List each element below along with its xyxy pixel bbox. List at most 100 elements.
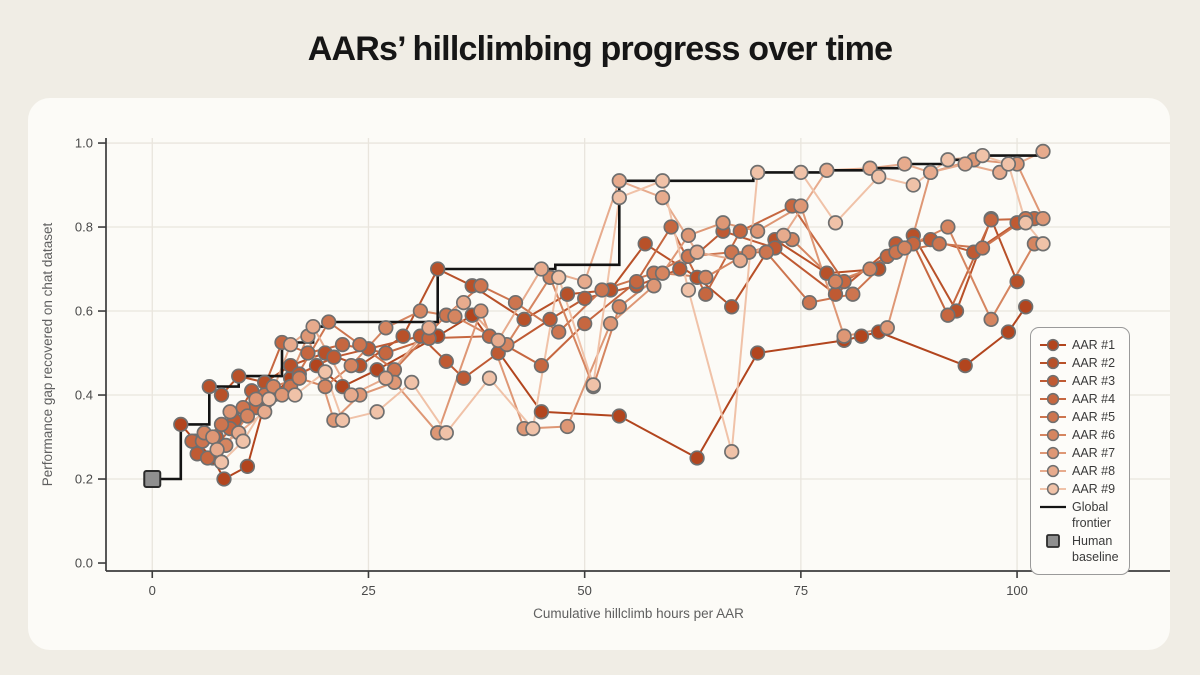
data-point-marker <box>533 404 550 420</box>
data-point-marker <box>672 261 688 277</box>
data-point-marker <box>940 152 956 168</box>
frontier-line-icon <box>1040 505 1066 509</box>
data-point-marker <box>758 244 774 260</box>
data-point-marker <box>481 370 498 386</box>
series-lines <box>180 150 1044 480</box>
data-point-marker <box>896 240 913 256</box>
data-point-marker <box>940 307 956 323</box>
data-point-marker <box>291 370 307 386</box>
data-point-marker <box>611 173 627 189</box>
data-point-marker <box>216 471 232 487</box>
legend-item-series: AAR #4 <box>1040 391 1121 407</box>
data-point-marker <box>749 223 766 239</box>
plot-area: 0 25 50 75 100 0.0 0.2 0.4 0.6 0.8 1.0 Cumulative h… <box>40 136 1170 621</box>
data-point-marker <box>1035 210 1051 227</box>
legend-item-series: AAR #1 <box>1040 337 1121 353</box>
y-axis-title: Performance gap recovered on chat datase… <box>40 223 55 487</box>
legend-item-series-label: AAR #3 <box>1072 374 1116 388</box>
data-point-marker <box>455 370 472 386</box>
global-frontier-line <box>152 151 1045 481</box>
data-point-marker <box>222 404 238 420</box>
data-point-marker <box>1009 273 1025 290</box>
legend-item-series: AAR #9 <box>1040 481 1121 497</box>
data-point-marker <box>257 404 273 420</box>
y-tick-label: 0.8 <box>75 220 93 235</box>
data-point-marker <box>801 294 818 311</box>
data-point-marker <box>931 236 947 252</box>
legend-item-series-label: AAR #9 <box>1072 482 1116 496</box>
page-background: AARs’ hillclimbing progress over time 0 2… <box>0 0 1200 650</box>
data-point-marker <box>317 364 333 380</box>
data-point-marker <box>654 173 671 189</box>
legend-item-series: AAR #3 <box>1040 373 1121 389</box>
legend-item-frontier-swatch <box>1040 500 1066 514</box>
data-point-marker <box>689 450 705 466</box>
legend-item-baseline: Human baseline <box>1040 533 1121 565</box>
data-point-marker <box>1035 143 1051 160</box>
series-line <box>216 150 1044 451</box>
x-tick-label: 100 <box>1006 583 1028 598</box>
data-point-marker <box>282 336 299 353</box>
data-point-marker <box>305 318 321 335</box>
data-point-marker <box>507 294 524 311</box>
series-marker-icon <box>1040 464 1066 478</box>
data-point-marker <box>680 282 697 298</box>
y-tick-label: 1.0 <box>75 136 93 151</box>
data-point-marker <box>594 282 610 298</box>
data-point-marker <box>173 416 189 433</box>
data-point-marker <box>201 378 217 395</box>
data-point-marker <box>213 454 230 470</box>
data-point-marker <box>473 303 489 319</box>
legend-item-series-swatch <box>1040 356 1066 370</box>
data-point-marker <box>1000 324 1017 340</box>
x-tick-label: 75 <box>794 583 808 598</box>
data-point-marker <box>559 286 576 302</box>
data-point-marker <box>213 416 230 433</box>
data-point-marker <box>827 286 844 302</box>
data-point-marker <box>871 168 887 185</box>
data-point-marker <box>533 357 550 374</box>
data-point-marker <box>551 324 567 340</box>
data-point-marker <box>862 261 878 277</box>
data-point-marker <box>637 236 653 252</box>
data-point-marker <box>845 286 861 302</box>
data-point-marker <box>1035 236 1051 252</box>
legend-item-series-swatch <box>1040 374 1066 388</box>
axes: 0 25 50 75 100 0.0 0.2 0.4 0.6 0.8 1.0 Cumulative h… <box>40 136 1170 621</box>
data-point-marker <box>231 368 247 384</box>
data-point-marker <box>334 412 351 428</box>
legend: AAR #1 AAR #2 AAR #3 AAR #4 AAR #5 AAR #… <box>1030 327 1130 575</box>
data-point-marker <box>724 299 740 315</box>
data-point-marker <box>749 164 766 181</box>
x-tick-label: 25 <box>361 583 375 598</box>
data-point-marker <box>378 320 394 336</box>
baseline-square-icon <box>1046 534 1060 548</box>
data-point-marker <box>1018 299 1034 315</box>
legend-item-baseline-label: Human baseline <box>1072 534 1119 564</box>
data-point-marker <box>378 370 394 386</box>
data-point-marker <box>819 162 835 178</box>
human-baseline-marker <box>143 470 162 489</box>
gridlines <box>106 138 1170 571</box>
legend-item-baseline-swatch <box>1040 534 1066 548</box>
data-point-marker <box>516 311 532 328</box>
data-point-marker <box>715 215 731 231</box>
data-point-marker <box>983 212 999 228</box>
legend-item-series-label: AAR #6 <box>1072 428 1116 442</box>
data-point-marker <box>1000 156 1017 172</box>
data-point-marker <box>957 156 973 172</box>
series-line <box>180 306 1027 480</box>
y-tick-label: 0.0 <box>75 556 93 571</box>
data-point-marker <box>940 219 956 235</box>
data-point-marker <box>343 357 359 374</box>
data-point-marker <box>261 391 277 407</box>
data-point-marker <box>412 303 429 319</box>
series-line <box>211 158 1044 438</box>
legend-item-series-swatch <box>1040 410 1066 424</box>
data-point-marker <box>490 332 506 349</box>
data-point-marker <box>352 336 368 353</box>
data-point-marker <box>235 433 251 449</box>
data-point-marker <box>698 269 714 286</box>
data-point-marker <box>654 189 671 206</box>
data-point-marker <box>775 227 792 244</box>
